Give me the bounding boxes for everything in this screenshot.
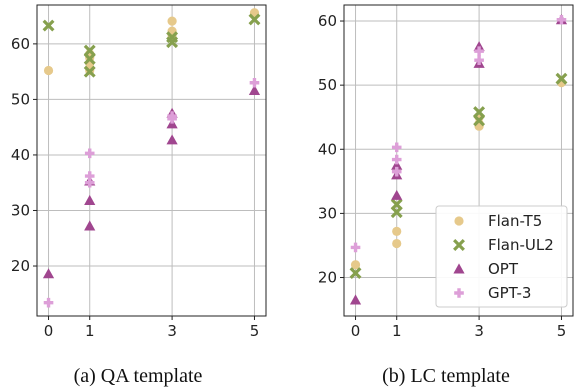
series-flan-ul2 xyxy=(349,72,568,279)
opt-point xyxy=(248,84,261,96)
gpt-3-point xyxy=(350,242,361,253)
series-flan-t5 xyxy=(43,8,260,76)
gpt-3-point xyxy=(474,46,484,56)
gpt-3-point xyxy=(84,177,95,188)
flan-ul2-point xyxy=(473,106,486,119)
grid xyxy=(37,5,266,316)
flan-t5-point xyxy=(392,226,402,236)
y-tick-label: 40 xyxy=(11,146,30,164)
x-tick-label: 1 xyxy=(392,322,402,340)
series-gpt-3 xyxy=(350,14,567,253)
lc-template-caption: (b) LC template xyxy=(382,365,510,387)
y-tick-label: 30 xyxy=(318,204,337,222)
flan-ul2-point xyxy=(166,36,179,49)
x-tick-label: 0 xyxy=(44,322,54,340)
opt-point xyxy=(391,159,403,170)
y-tick-label: 20 xyxy=(11,257,30,275)
opt-point xyxy=(391,189,403,200)
y-tick-label: 50 xyxy=(11,90,30,108)
legend-box xyxy=(435,205,568,308)
opt-point xyxy=(349,294,362,305)
flan-ul2-point xyxy=(555,72,568,85)
qa-template-caption: (a) QA template xyxy=(74,365,203,387)
flan-t5-point xyxy=(392,238,402,249)
y-tick-label: 20 xyxy=(318,269,337,287)
legend-gpt-3-marker xyxy=(454,288,464,298)
flan-ul2-point xyxy=(42,19,55,32)
gpt-3-point xyxy=(391,142,402,153)
legend: Flan-T5 Flan-UL2 OPT GPT-3 xyxy=(435,205,568,308)
opt-point xyxy=(84,220,96,231)
flan-ul2-point xyxy=(390,206,403,219)
legend-flan-t5-marker xyxy=(454,216,464,226)
legend-gpt-3-label: GPT-3 xyxy=(488,284,531,302)
x-tick-label: 5 xyxy=(250,322,260,340)
series-opt xyxy=(42,84,261,279)
x-tick-label: 1 xyxy=(85,322,95,340)
gpt-3-point xyxy=(249,77,260,88)
opt-point xyxy=(42,268,55,279)
legend-opt-label: OPT xyxy=(488,260,519,278)
opt-point xyxy=(84,194,96,205)
plot-frame xyxy=(36,4,267,317)
series-gpt-3 xyxy=(43,77,260,308)
flan-ul2-point xyxy=(248,13,261,26)
gpt-3-point xyxy=(84,148,95,159)
flan-ul2-point xyxy=(473,114,486,127)
gpt-3-point xyxy=(556,14,567,25)
gpt-3-point xyxy=(474,55,484,65)
x-tick-label: 0 xyxy=(351,322,361,340)
x-tick-label: 5 xyxy=(557,322,567,340)
x-tick-label: 3 xyxy=(167,322,177,340)
y-tick-label: 60 xyxy=(318,12,337,30)
x-tick-label: 3 xyxy=(474,322,484,340)
legend-flan-ul2-label: Flan-UL2 xyxy=(488,236,554,254)
plot-frame xyxy=(343,4,574,317)
flan-ul2-point xyxy=(83,52,96,65)
y-tick-label: 30 xyxy=(11,201,30,219)
flan-ul2-point xyxy=(83,44,96,57)
flan-t5-point xyxy=(350,260,361,270)
y-tick-label: 40 xyxy=(318,140,337,158)
opt-point xyxy=(473,41,485,52)
flan-ul2-point xyxy=(390,198,403,211)
legend-flan-ul2-marker xyxy=(453,239,465,251)
qa-template-chart: 0 1 3 5 20 30 40 50 60 xyxy=(11,4,267,340)
opt-point xyxy=(166,134,178,145)
series-flan-ul2 xyxy=(42,13,261,78)
flan-ul2-point xyxy=(349,267,362,279)
gpt-3-point xyxy=(391,166,402,177)
flan-ul2-point xyxy=(83,65,96,78)
flan-t5-point xyxy=(43,65,54,76)
gpt-3-point xyxy=(391,154,402,165)
y-tick-label: 60 xyxy=(11,35,30,53)
legend-opt-marker xyxy=(453,263,465,274)
gpt-3-point xyxy=(167,114,177,124)
legend-flan-t5-label: Flan-T5 xyxy=(488,212,542,230)
y-tick-label: 50 xyxy=(318,76,337,94)
flan-t5-point xyxy=(167,16,177,26)
gpt-3-point xyxy=(43,297,54,308)
lc-template-chart: 0 1 3 5 20 30 40 50 60 Flan-T5 Flan-UL2 OPT GPT-3 xyxy=(318,4,574,340)
